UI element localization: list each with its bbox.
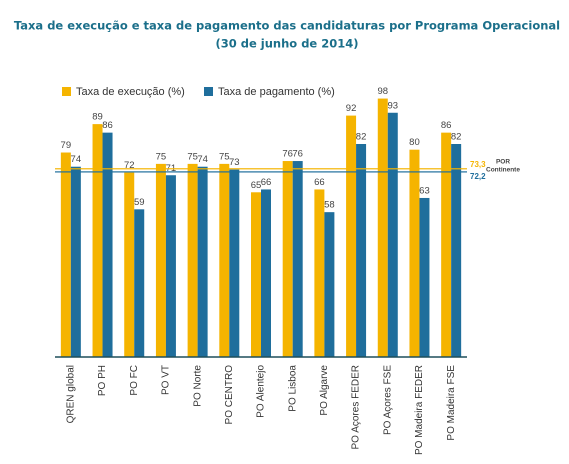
bar — [451, 144, 462, 357]
bar — [219, 163, 230, 357]
value-label: 98 — [377, 86, 388, 97]
value-label: 76 — [292, 149, 303, 160]
x-tick-label: PO FC — [129, 365, 140, 396]
value-label: 86 — [441, 120, 452, 131]
x-tick-label: PO Alentejo — [256, 365, 267, 418]
bar — [102, 132, 113, 357]
value-label: 74 — [71, 154, 82, 165]
value-label: 66 — [314, 177, 325, 188]
x-tick-label: PO PH — [97, 365, 108, 396]
bar — [124, 172, 135, 357]
value-label: 73 — [229, 157, 240, 168]
reference-note: Continente — [486, 166, 520, 173]
chart-title: Taxa de execução e taxa de pagamento das… — [14, 19, 560, 33]
bar — [92, 124, 103, 358]
reference-label: 73,3 — [470, 160, 486, 169]
value-label: 72 — [124, 160, 135, 171]
bar — [419, 197, 430, 357]
value-label: 66 — [261, 177, 272, 188]
value-label: 92 — [346, 103, 357, 114]
value-label: 86 — [102, 120, 113, 131]
bar — [292, 161, 303, 357]
bar — [165, 175, 176, 357]
reference-note: POR — [496, 158, 510, 165]
bar — [261, 189, 271, 357]
x-tick-label: PO Norte — [192, 365, 203, 407]
x-tick-label: PO Lisboa — [287, 365, 298, 412]
value-label: 58 — [324, 200, 335, 211]
bar — [314, 189, 325, 357]
value-label: 82 — [451, 132, 462, 143]
legend-label: Taxa de execução (%) — [76, 86, 185, 98]
value-label: 82 — [356, 132, 367, 143]
x-tick-label: PO Madeira FSE — [446, 365, 457, 441]
bar — [356, 144, 367, 357]
bar — [346, 115, 357, 357]
value-label: 74 — [197, 154, 208, 165]
x-tick-label: PO Açores FEDER — [351, 365, 362, 449]
value-label: 75 — [156, 151, 167, 162]
x-tick-label: PO CENTRO — [224, 365, 235, 425]
x-tick-label: QREN global — [65, 365, 76, 423]
bar — [251, 192, 261, 357]
legend-swatch — [62, 87, 71, 96]
value-label: 89 — [92, 112, 103, 123]
bar — [441, 132, 452, 357]
reference-label: 72,2 — [470, 172, 486, 181]
x-tick-label: PO Algarve — [319, 365, 330, 416]
value-label: 65 — [251, 180, 262, 191]
value-label: 59 — [134, 197, 145, 208]
bar — [134, 209, 145, 357]
bar — [155, 163, 166, 357]
value-label: 75 — [187, 151, 198, 162]
bar — [387, 112, 398, 357]
bar — [324, 212, 335, 357]
value-label: 79 — [61, 140, 72, 151]
chart-subtitle: (30 de junho de 2014) — [215, 37, 358, 51]
value-label: 76 — [282, 149, 293, 160]
value-label: 80 — [409, 137, 420, 148]
bar — [282, 161, 293, 357]
bar — [70, 166, 81, 357]
value-label: 93 — [387, 100, 398, 111]
bar — [187, 163, 198, 357]
bar — [229, 169, 240, 357]
legend-swatch — [204, 87, 213, 96]
bar — [60, 152, 71, 357]
x-tick-label: PO Açores FSE — [382, 365, 393, 435]
x-tick-label: PO VT — [161, 365, 172, 395]
legend-label: Taxa de pagamento (%) — [218, 86, 335, 98]
bar — [197, 166, 208, 357]
bar — [409, 149, 420, 357]
bar — [377, 98, 388, 357]
value-label: 63 — [419, 185, 430, 196]
x-tick-label: PO Madeira FEDER — [414, 365, 425, 455]
value-label: 75 — [219, 151, 230, 162]
